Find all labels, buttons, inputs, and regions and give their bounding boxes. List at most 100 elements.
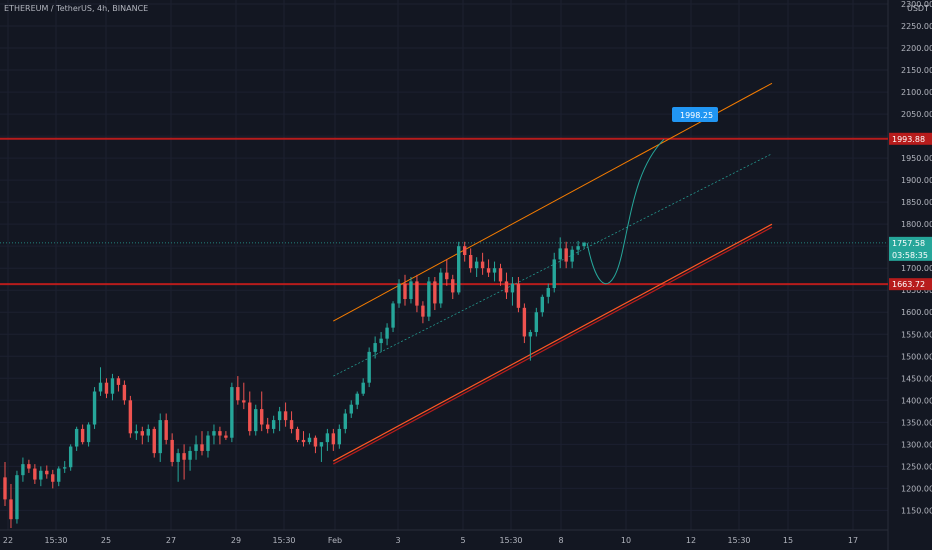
x-tick-label: 12 — [686, 536, 696, 545]
candle-body — [516, 283, 521, 308]
candle-body — [427, 281, 431, 317]
candle-body — [45, 470, 49, 475]
y-tick-label: 1600.00 — [901, 308, 932, 317]
channel-lower-line-2 — [332, 226, 773, 465]
candle-body — [176, 453, 180, 462]
candle-body — [74, 428, 79, 447]
candle-body — [33, 468, 37, 480]
y-tick-label: 1800.00 — [901, 220, 932, 229]
candle-body — [385, 327, 389, 339]
candle-body — [558, 248, 562, 260]
y-tick-label: 1500.00 — [901, 352, 932, 361]
candle-body — [528, 332, 533, 337]
x-tick-label: 15:30 — [44, 536, 67, 545]
candle-body — [295, 428, 300, 440]
candle-body — [182, 453, 186, 460]
candle-body — [367, 351, 371, 383]
y-tick-label: 1550.00 — [901, 330, 932, 339]
price-axis-panel — [888, 0, 932, 550]
candle-body — [570, 249, 574, 262]
candle-body — [462, 246, 467, 255]
candle-body — [283, 411, 288, 421]
candle-body — [134, 431, 139, 434]
countdown-label: 03:58:35 — [892, 251, 928, 260]
x-tick-label: 22 — [3, 536, 13, 545]
candle-body — [552, 259, 556, 289]
x-tick-label: 8 — [558, 536, 563, 545]
candle-body — [498, 268, 503, 282]
candle-body — [39, 470, 43, 480]
candle-body — [546, 288, 550, 297]
candle-body — [391, 303, 395, 328]
x-tick-label: 15:30 — [727, 536, 750, 545]
candle-body — [409, 281, 413, 300]
x-tick-label: 15:30 — [499, 536, 522, 545]
y-tick-label: 1200.00 — [901, 484, 932, 493]
candle-body — [236, 387, 240, 401]
y-tick-label: 2300.00 — [901, 0, 932, 9]
candle-body — [21, 464, 25, 476]
candle-body — [313, 437, 318, 447]
candle-body — [164, 420, 168, 440]
candle-body — [564, 248, 568, 262]
x-tick-label: 25 — [101, 536, 111, 545]
candle-body — [194, 444, 198, 451]
candle-body — [200, 444, 204, 451]
currency-label: USDT — [907, 4, 929, 13]
y-tick-label: 1350.00 — [901, 418, 932, 427]
x-tick-label: 10 — [621, 536, 631, 545]
candle-body — [480, 261, 485, 269]
candle-body — [206, 435, 210, 451]
candle-body — [457, 246, 461, 293]
candle-body — [421, 305, 425, 317]
candle-body — [218, 431, 222, 436]
candle-body — [188, 450, 192, 460]
candle-body — [492, 268, 497, 273]
y-tick-label: 1300.00 — [901, 440, 932, 449]
candle-body — [146, 428, 150, 436]
y-tick-label: 1400.00 — [901, 396, 932, 405]
x-tick-label: 3 — [395, 536, 400, 545]
candle-body — [451, 279, 455, 293]
candle-body — [271, 420, 276, 429]
y-tick-label: 1850.00 — [901, 198, 932, 207]
candle-body — [230, 387, 234, 438]
y-tick-label: 1900.00 — [901, 176, 932, 185]
candle-body — [331, 433, 336, 445]
candle-body — [254, 409, 258, 432]
channel-upper-line — [333, 82, 773, 322]
candle-body — [277, 411, 282, 421]
level-tag-label: 1663.72 — [892, 280, 925, 289]
x-tick-label: 15:30 — [272, 536, 295, 545]
candle-body — [504, 281, 509, 293]
candle-body — [582, 242, 586, 247]
candle-body — [242, 400, 246, 403]
x-tick-label: 17 — [848, 536, 858, 545]
candle-body — [486, 268, 491, 273]
candle-body — [92, 391, 97, 425]
candle-body — [349, 404, 353, 414]
x-tick-label: 27 — [166, 536, 176, 545]
candle-body — [576, 246, 580, 250]
y-tick-label: 1700.00 — [901, 264, 932, 273]
candle-body — [307, 437, 312, 443]
candle-body — [468, 254, 473, 269]
candle-body — [248, 402, 252, 432]
candle-body — [170, 439, 174, 462]
candle-body — [122, 384, 127, 401]
symbol-title: ETHEREUM / TetherUS, 4h, BINANCE — [4, 4, 149, 13]
x-tick-label: 15 — [783, 536, 793, 545]
x-tick-label: 29 — [231, 536, 241, 545]
candle-body — [104, 382, 109, 394]
candle-body — [397, 283, 401, 304]
level-tag-bg — [889, 132, 932, 145]
candle-body — [152, 428, 156, 454]
channel-lower-line — [332, 223, 773, 462]
projection-curve — [586, 138, 665, 285]
candle-body — [3, 477, 7, 500]
y-tick-label: 2250.00 — [901, 22, 932, 31]
x-tick-label: 5 — [460, 536, 465, 545]
candle-body — [445, 272, 449, 280]
candle-body — [474, 261, 479, 269]
